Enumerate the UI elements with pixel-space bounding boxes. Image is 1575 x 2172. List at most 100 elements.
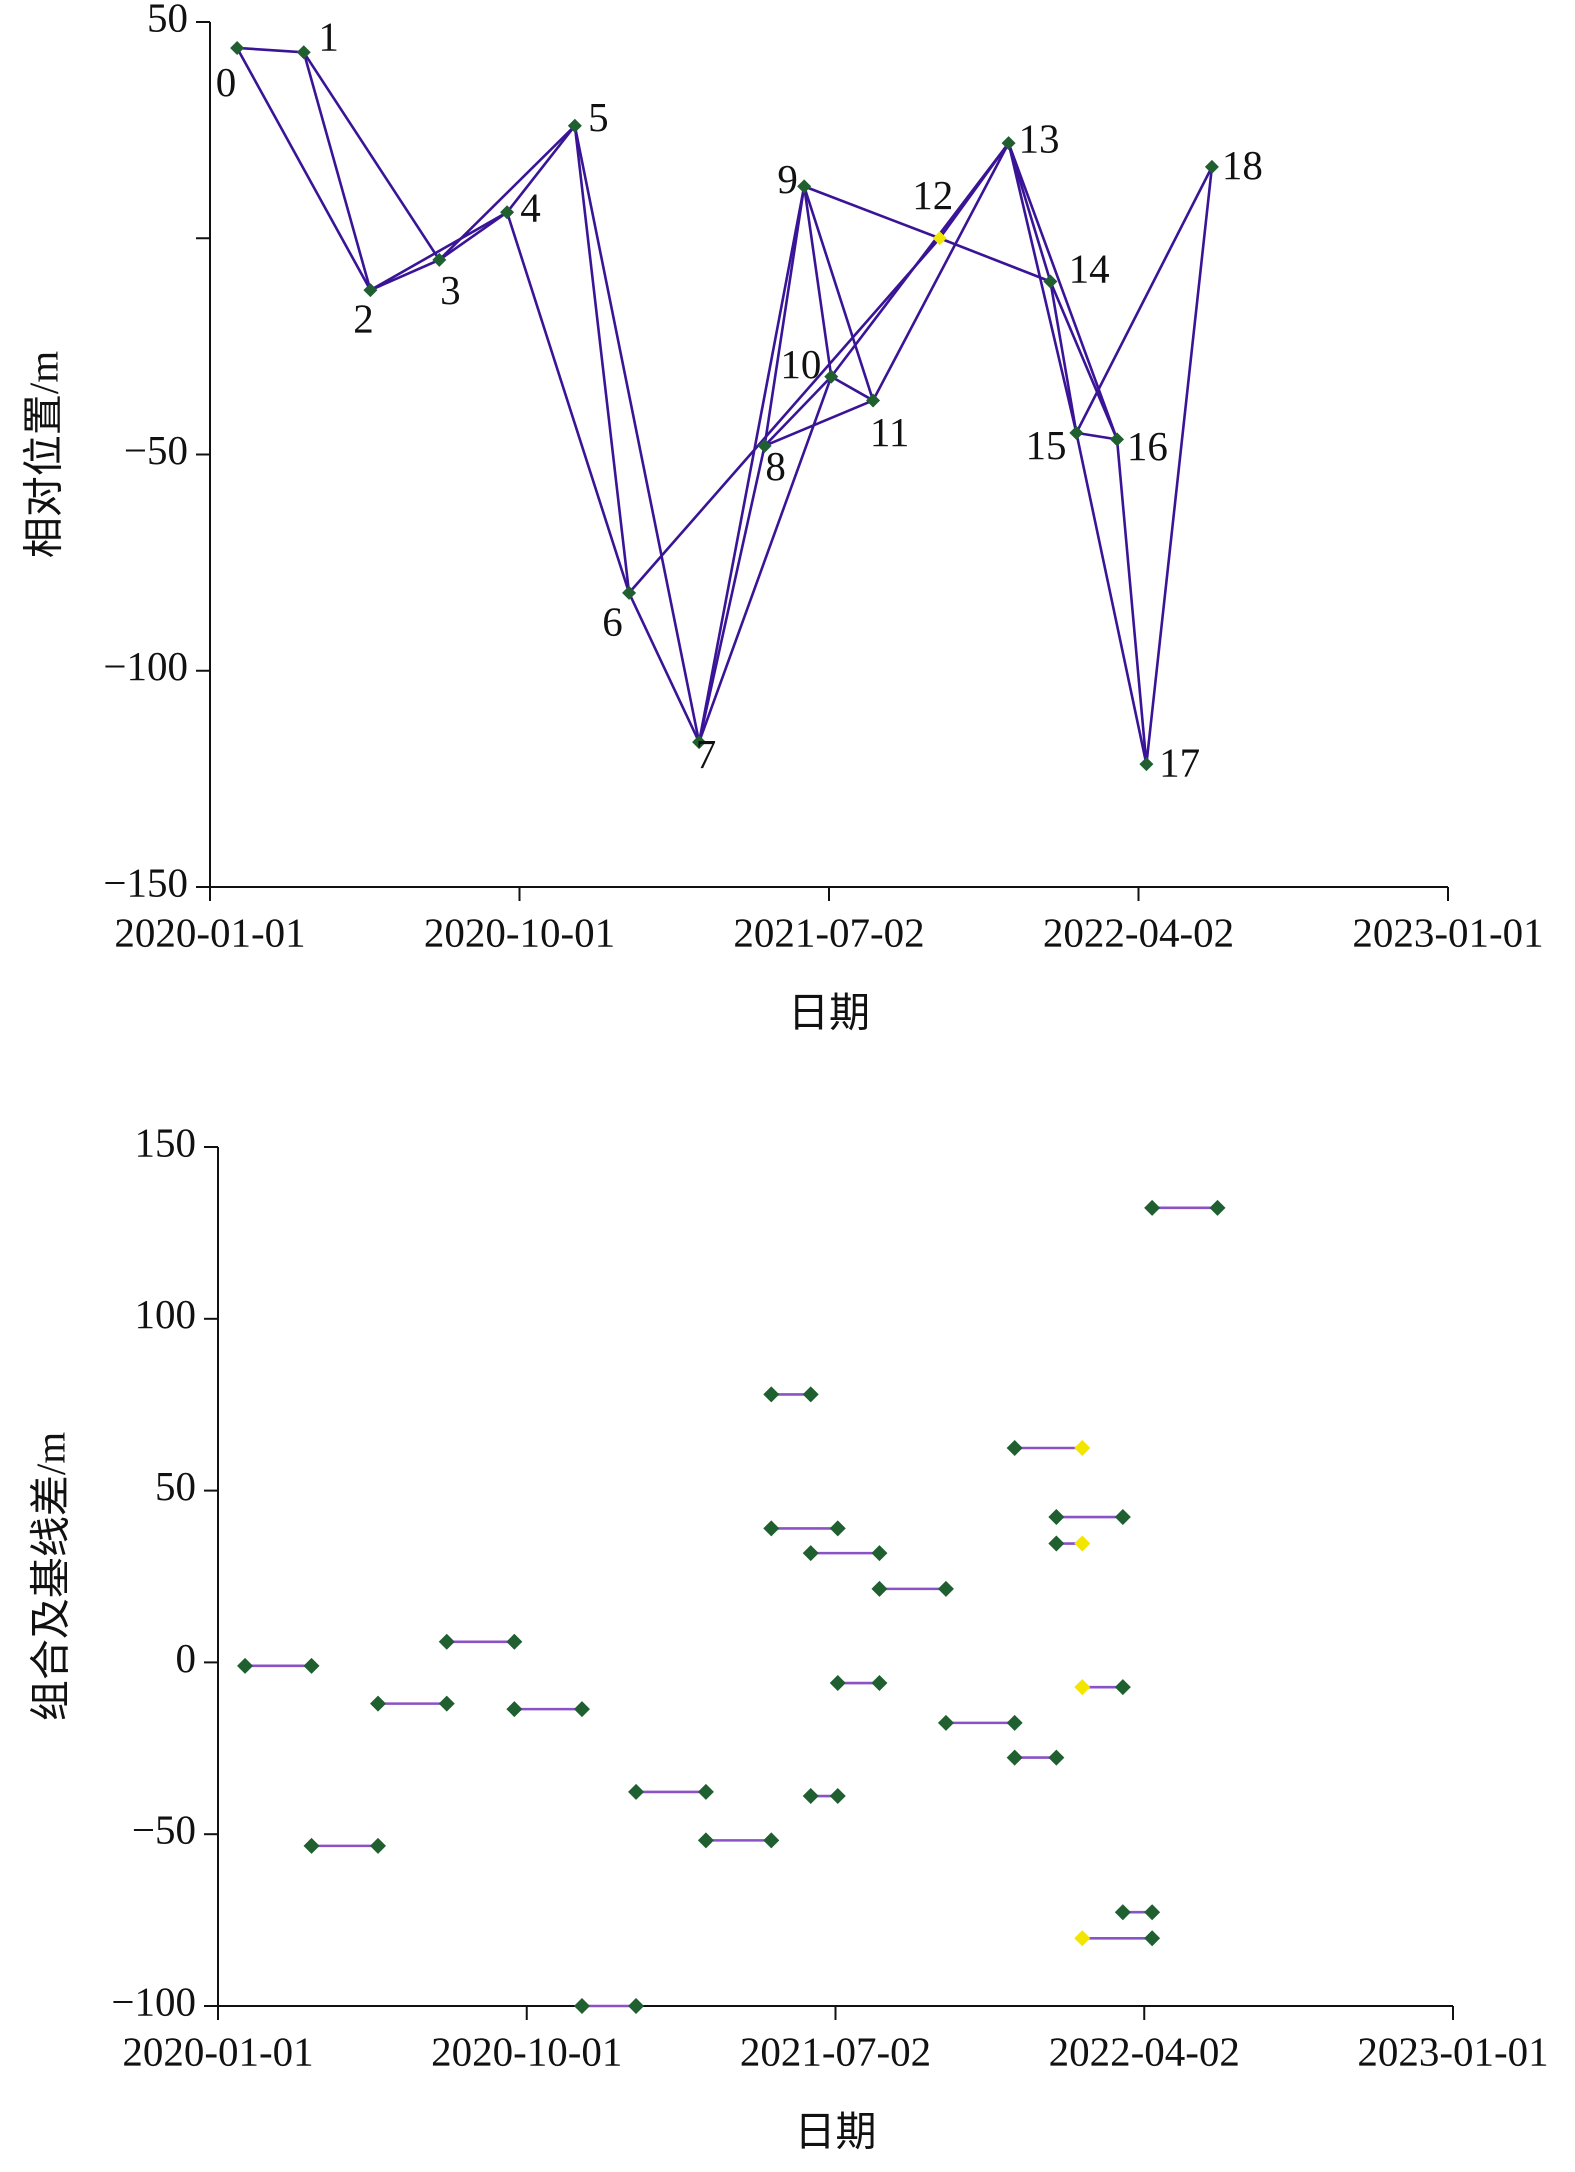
interval-end <box>1209 1199 1226 1216</box>
interval-start <box>370 1695 387 1712</box>
x-tick-label: 2021-07-02 <box>740 2028 931 2074</box>
edge <box>237 46 304 54</box>
edge <box>938 142 1010 240</box>
node-label: 13 <box>1018 116 1059 162</box>
interval-start <box>763 1520 780 1537</box>
edge <box>1075 432 1148 765</box>
interval-end <box>697 1783 714 1800</box>
interval-end <box>1006 1714 1023 1731</box>
interval-end <box>1048 1749 1065 1766</box>
y-tick-label: 150 <box>135 1119 197 1165</box>
edge <box>1076 431 1118 441</box>
y-tick-label: 50 <box>155 1463 196 1509</box>
node <box>296 45 311 60</box>
interval-start <box>697 1832 714 1849</box>
edge <box>506 124 576 214</box>
edge <box>438 211 508 261</box>
interval-end <box>1144 1930 1161 1947</box>
edge <box>830 375 874 402</box>
x-tick-label: 2020-01-01 <box>122 2028 313 2074</box>
node-label: 17 <box>1159 739 1200 785</box>
node-label: 7 <box>696 731 717 777</box>
interval-start <box>937 1714 954 1731</box>
interval-start <box>1048 1535 1065 1552</box>
node-label: 4 <box>520 185 541 231</box>
y-tick-label: 50 <box>147 0 188 40</box>
interval-start <box>237 1657 254 1674</box>
node <box>1110 432 1125 447</box>
edge <box>697 445 766 743</box>
x-axis-label: 日期 <box>795 2108 877 2154</box>
interval-start <box>1006 1749 1023 1766</box>
node <box>500 205 515 220</box>
node <box>797 179 812 194</box>
y-tick-label: −100 <box>103 643 188 689</box>
x-tick-label: 2021-07-02 <box>733 909 924 955</box>
node <box>757 438 772 453</box>
node <box>1139 757 1154 772</box>
interval-end <box>628 1998 645 2014</box>
edge <box>1145 166 1214 765</box>
node <box>363 283 378 298</box>
edge <box>438 124 576 261</box>
node-label: 1 <box>318 14 339 60</box>
edge <box>763 186 806 447</box>
x-tick-label: 2023-01-01 <box>1352 909 1543 955</box>
interval-end <box>1074 1535 1091 1552</box>
interval-start <box>1074 1930 1091 1947</box>
node <box>932 231 947 246</box>
edge <box>1115 439 1148 765</box>
node <box>1069 425 1084 440</box>
node-label: 2 <box>353 296 374 342</box>
x-tick-label: 2022-04-02 <box>1049 2028 1240 2074</box>
x-tick-label: 2023-01-01 <box>1357 2028 1548 2074</box>
node-label: 9 <box>777 156 798 202</box>
interval-end <box>303 1657 320 1674</box>
y-axis-label: 组合及基线差/m <box>27 1432 73 1721</box>
node-label: 12 <box>912 172 953 218</box>
node <box>824 369 839 384</box>
node <box>432 252 447 267</box>
node-label: 5 <box>588 94 609 140</box>
edge <box>573 125 631 594</box>
interval-end <box>506 1633 523 1650</box>
interval-start <box>871 1580 888 1597</box>
node <box>622 585 637 600</box>
edge <box>1007 142 1052 282</box>
edge <box>939 237 1051 283</box>
interval-start <box>802 1788 819 1805</box>
y-axis-label: 相对位置/m <box>20 351 66 558</box>
y-tick-label: −50 <box>132 1807 196 1853</box>
interval-start <box>829 1675 846 1692</box>
interval-start <box>1074 1679 1091 1696</box>
edge <box>235 47 372 291</box>
edge <box>302 51 441 261</box>
interval-start <box>506 1701 523 1718</box>
interval-start <box>628 1783 645 1800</box>
node <box>1001 136 1016 151</box>
interval-end <box>370 1837 387 1854</box>
interval-end <box>871 1545 888 1562</box>
interval-end <box>829 1788 846 1805</box>
node-label: 15 <box>1025 422 1066 468</box>
node <box>1043 274 1058 289</box>
interval-end <box>829 1520 846 1537</box>
interval-start <box>1144 1199 1161 1216</box>
interval-end <box>871 1675 888 1692</box>
edge <box>1075 166 1214 434</box>
node-label: 16 <box>1127 423 1168 469</box>
interval-end <box>1144 1904 1161 1921</box>
edge <box>1007 142 1078 434</box>
edge <box>302 51 372 291</box>
interval-start <box>303 1837 320 1854</box>
edge <box>764 399 874 448</box>
interval-end <box>1114 1509 1131 1526</box>
x-tick-label: 2022-04-02 <box>1043 909 1234 955</box>
y-tick-label: −150 <box>103 859 188 905</box>
interval-end <box>937 1580 954 1597</box>
interval-start <box>802 1545 819 1562</box>
node-label: 8 <box>765 443 786 489</box>
node-label: 14 <box>1069 246 1110 292</box>
x-tick-label: 2020-10-01 <box>424 909 615 955</box>
